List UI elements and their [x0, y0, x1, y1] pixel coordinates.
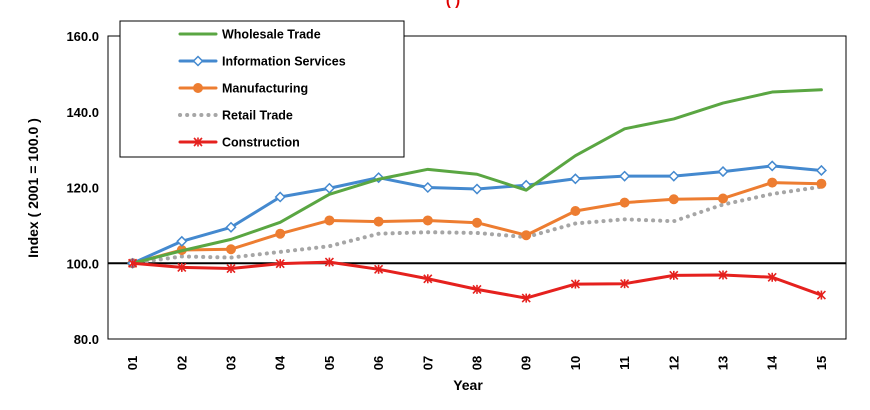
- data-point: [128, 258, 138, 268]
- data-point: [570, 279, 580, 289]
- data-point: [176, 235, 188, 247]
- legend-marker: [193, 83, 203, 93]
- legend-label: Wholesale Trade: [222, 28, 321, 42]
- data-point: [423, 274, 433, 284]
- legend-marker: [192, 55, 204, 67]
- legend-label: Construction: [222, 136, 300, 150]
- data-point: [717, 166, 729, 178]
- series-line-retail-trade: [130, 184, 824, 266]
- legend-box: [119, 20, 405, 158]
- data-point: [274, 191, 286, 203]
- legend-items: Wholesale Trade Information Services Manuf…: [178, 28, 346, 150]
- legend-item-retail-trade: Retail Trade: [178, 109, 293, 123]
- x-tick-label: 11: [617, 356, 632, 370]
- y-tick-label: 80.0: [74, 332, 99, 347]
- series-group: [127, 88, 827, 303]
- data-point: [815, 164, 827, 177]
- x-tick-label: 03: [224, 356, 239, 370]
- data-point: [620, 279, 630, 289]
- data-point: [324, 257, 334, 267]
- data-point: [374, 264, 384, 274]
- legend-label: Manufacturing: [222, 82, 308, 96]
- data-point: [226, 263, 236, 274]
- data-point: [718, 193, 728, 204]
- series-construction: [128, 257, 826, 303]
- x-tick-label: 02: [174, 356, 189, 370]
- x-tick-label: 12: [666, 356, 681, 370]
- x-axis-ticks: 01 02 03 04 05 06 07 08 09 10 11 12 13 14 15: [125, 355, 829, 370]
- x-axis-title: Year: [453, 377, 483, 393]
- data-point: [619, 197, 630, 208]
- legend-label: Retail Trade: [222, 109, 293, 123]
- data-point: [226, 244, 236, 255]
- legend-marker: [193, 137, 203, 147]
- data-point: [177, 262, 187, 272]
- data-point: [767, 177, 778, 188]
- y-tick-label: 140.0: [66, 105, 99, 120]
- data-point: [471, 183, 483, 195]
- legend-label: Information Services: [222, 55, 346, 69]
- x-tick-label: 10: [568, 356, 583, 370]
- x-tick-label: 09: [519, 356, 534, 370]
- x-tick-label: 05: [322, 356, 337, 370]
- data-point: [766, 160, 778, 172]
- legend: Wholesale Trade Information Services Manuf…: [119, 20, 405, 158]
- data-point: [275, 228, 286, 239]
- y-tick-label: 120.0: [66, 181, 99, 196]
- legend-item-construction: Construction: [178, 136, 300, 150]
- x-tick-label: 13: [716, 356, 731, 370]
- y-axis-title: Index ( 2001 = 100.0 ): [25, 118, 41, 258]
- data-point: [521, 293, 531, 303]
- legend-item-information-services: Information Services: [178, 55, 346, 69]
- data-point: [570, 205, 581, 216]
- series-line-wholesale-trade: [131, 88, 823, 265]
- x-tick-label: 01: [125, 356, 140, 370]
- data-point: [619, 170, 631, 182]
- data-point: [669, 270, 679, 280]
- x-tick-label: 08: [470, 356, 485, 370]
- y-tick-label: 160.0: [66, 29, 99, 44]
- data-point: [668, 194, 679, 205]
- data-point: [718, 270, 728, 280]
- data-point: [324, 215, 335, 226]
- y-axis-ticks: 80.0 100.0 120.0 140.0 160.0: [66, 29, 99, 347]
- data-point: [767, 272, 777, 282]
- data-point: [816, 178, 827, 189]
- data-point: [225, 221, 237, 233]
- y-tick-label: 100.0: [66, 256, 99, 271]
- data-point: [521, 230, 532, 241]
- legend-item-wholesale-trade: Wholesale Trade: [178, 28, 321, 42]
- chart-title-fragment: ( ): [446, 0, 460, 9]
- data-point: [373, 216, 384, 227]
- legend-item-manufacturing: Manufacturing: [178, 82, 308, 96]
- x-tick-label: 15: [814, 356, 829, 370]
- series-information-services: [127, 160, 827, 269]
- data-point: [275, 259, 285, 269]
- x-tick-label: 06: [371, 356, 386, 370]
- data-point: [816, 290, 826, 300]
- data-point: [422, 215, 433, 226]
- data-point: [472, 217, 482, 228]
- data-point: [422, 181, 434, 194]
- x-tick-label: 04: [273, 355, 288, 370]
- x-tick-label: 07: [420, 356, 435, 370]
- data-point: [472, 284, 482, 294]
- x-tick-label: 14: [765, 355, 780, 370]
- data-point: [569, 173, 581, 185]
- series-wholesale-trade: [131, 88, 823, 265]
- data-point: [668, 170, 680, 182]
- series-retail-trade: [130, 184, 824, 266]
